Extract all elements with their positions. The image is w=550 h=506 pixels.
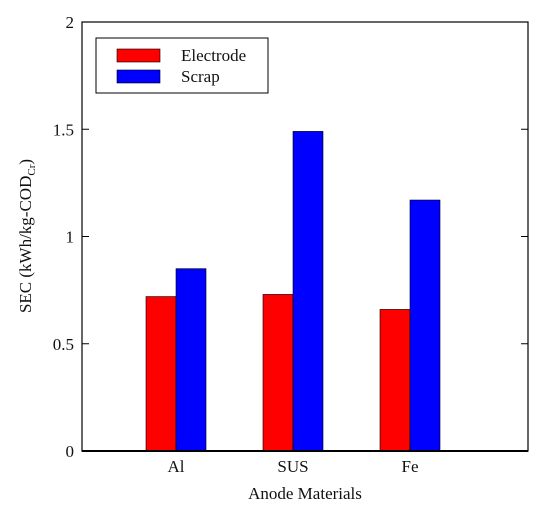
y-tick-label: 1.5 (53, 120, 74, 139)
y-tick-label: 0 (66, 442, 75, 461)
x-axis-title: Anode Materials (248, 484, 362, 503)
y-tick-label: 0.5 (53, 335, 74, 354)
bar-electrode-al (145, 296, 177, 452)
y-axis-title-main: SEC (kWh/kg-COD (16, 176, 35, 313)
legend-swatch-scrap (116, 69, 161, 84)
x-tick-label: SUS (277, 457, 308, 476)
y-tick-label: 2 (66, 13, 75, 32)
y-axis-title: SEC (kWh/kg-CODCr) (16, 159, 38, 313)
legend-box (95, 37, 269, 94)
x-axis: Al SUS Fe (82, 444, 528, 476)
y-tick-label: 1 (66, 228, 75, 247)
legend: Electrode Scrap (95, 37, 269, 94)
y-axis-title-tail: ) (16, 159, 35, 165)
y-axis: 0 0.5 1 1.5 2 (53, 13, 528, 461)
bar-scrap-fe (409, 199, 441, 452)
bars (145, 131, 441, 452)
legend-label-electrode: Electrode (181, 46, 246, 65)
legend-label-scrap: Scrap (181, 67, 220, 86)
bar-scrap-sus (292, 131, 324, 452)
x-tick-label: Al (168, 457, 185, 476)
legend-swatch-electrode (116, 48, 161, 63)
y-axis-title-subscript: Cr (26, 164, 38, 175)
bar-electrode-fe (379, 309, 411, 452)
bar-scrap-al (175, 268, 207, 452)
bar-electrode-sus (262, 294, 294, 452)
x-tick-label: Fe (402, 457, 419, 476)
